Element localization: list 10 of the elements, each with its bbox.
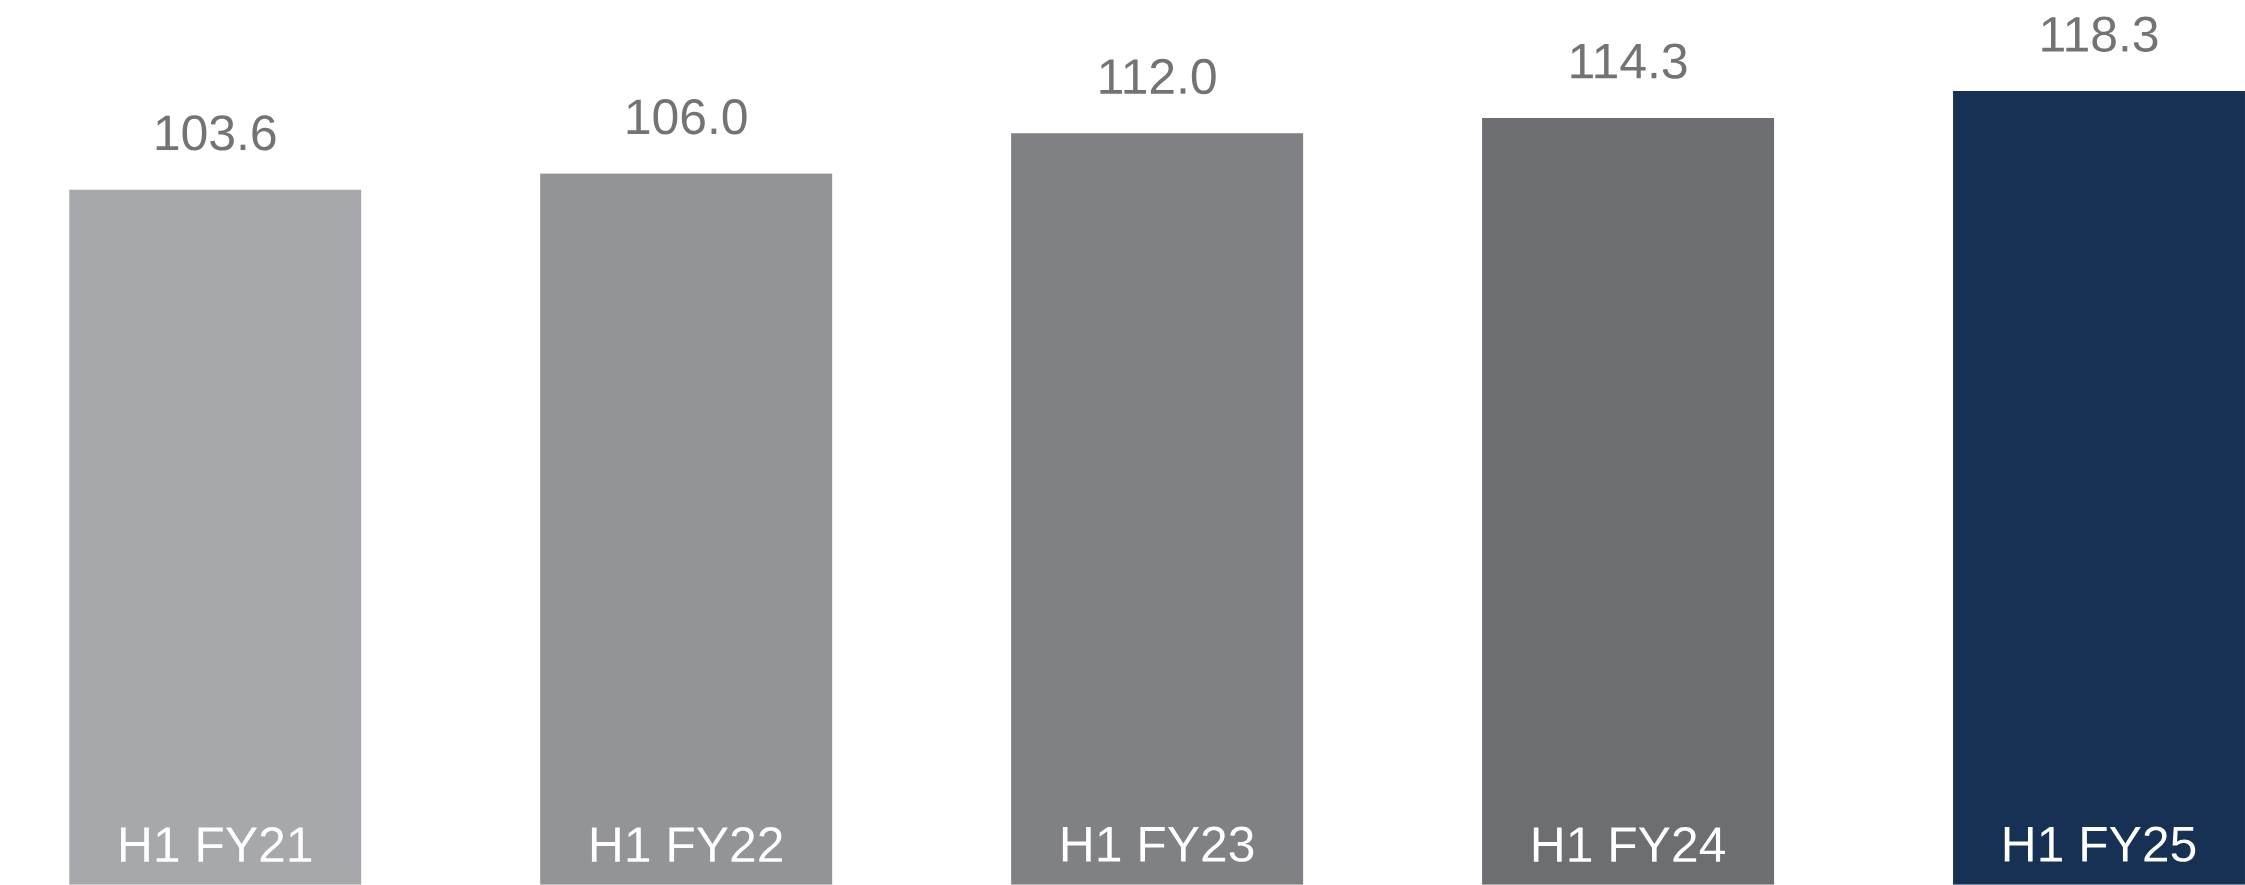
x-tick-label: H1 FY24	[1533, 827, 1725, 863]
data-label: 106.0	[627, 99, 747, 135]
x-tick-label: H1 FY22	[591, 827, 782, 863]
x-tick-label: H1 FY23	[1062, 826, 1254, 862]
data-label: 114.3	[1571, 43, 1687, 79]
data-label: 118.3	[2042, 16, 2158, 53]
data-label: 112.0	[1100, 59, 1216, 95]
data-label: 103.6	[156, 115, 276, 151]
x-tick-label: H1 FY25	[2004, 826, 2196, 862]
x-tick-label: H1 FY21	[120, 827, 312, 863]
